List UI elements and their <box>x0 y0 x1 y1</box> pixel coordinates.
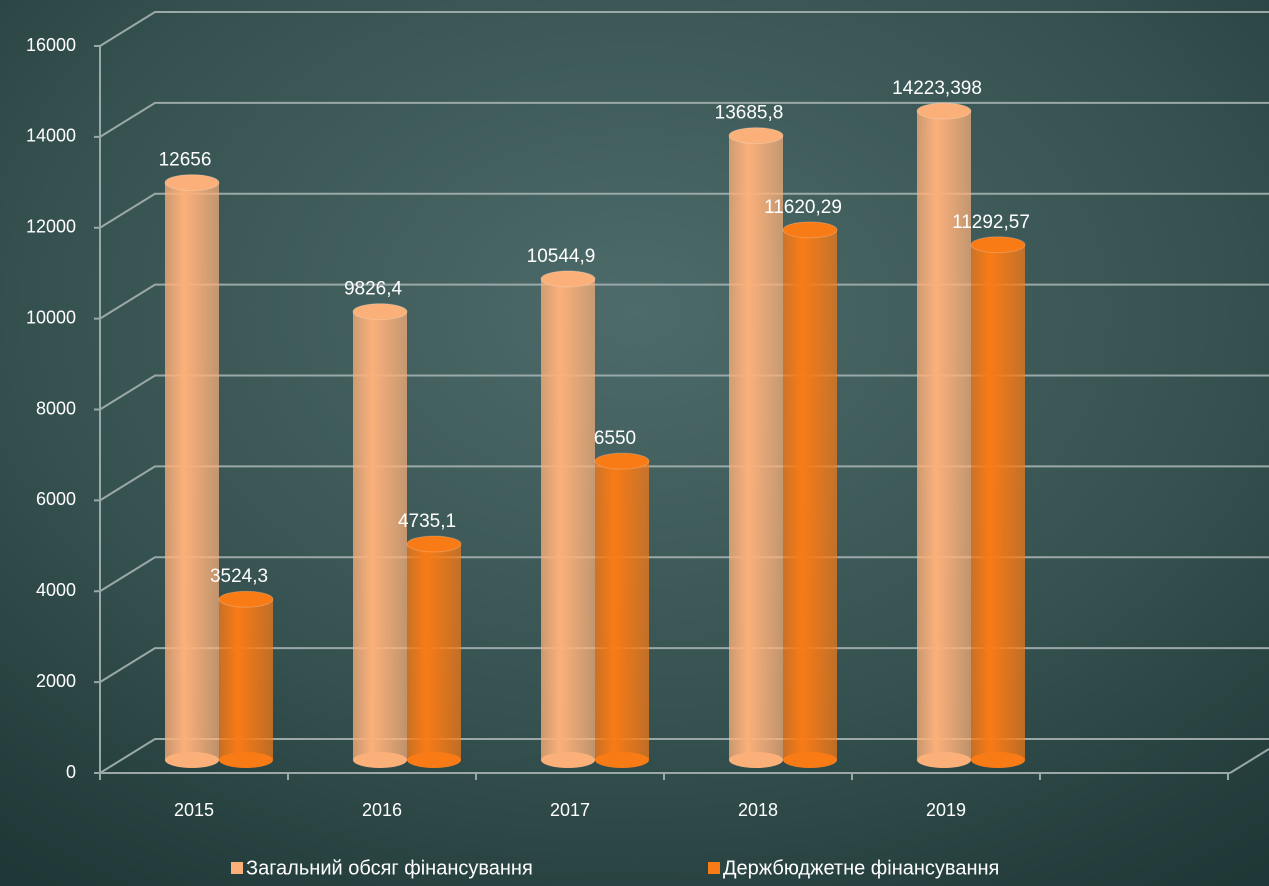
bar-top <box>782 221 838 239</box>
y-tick-label: 2000 <box>36 671 76 691</box>
bar-top <box>594 452 650 470</box>
value-label: 14223,398 <box>892 78 982 99</box>
grid-line <box>99 101 1269 138</box>
value-label: 11292,57 <box>952 212 1030 233</box>
y-tick-label: 12000 <box>26 217 76 237</box>
value-label: 13685,8 <box>715 103 784 124</box>
bar <box>783 229 837 760</box>
bar <box>165 182 219 760</box>
y-tick-label: 10000 <box>26 307 76 327</box>
bar <box>595 461 649 760</box>
legend-label: Держбюджетне фінансування <box>723 857 999 879</box>
y-tick-label: 4000 <box>36 580 76 600</box>
value-label: 6550 <box>594 428 636 449</box>
bar-top <box>164 174 220 192</box>
grid-line <box>99 465 1269 502</box>
y-tick-label: 6000 <box>36 489 76 509</box>
bar-top <box>406 535 462 553</box>
x-tick-label: 2015 <box>174 800 214 820</box>
bar <box>917 111 971 760</box>
bar-top <box>916 102 972 120</box>
bar <box>541 278 595 760</box>
x-tick-label: 2018 <box>738 800 778 820</box>
grid-line <box>99 738 1269 774</box>
bar-top <box>540 270 596 288</box>
value-label: 3524,3 <box>210 566 268 587</box>
x-tick-label: 2019 <box>926 800 966 820</box>
floor-edge <box>1229 748 1269 774</box>
x-tick-label: 2017 <box>550 800 590 820</box>
legend-swatch <box>231 862 243 874</box>
grid-line <box>99 283 1269 320</box>
bar <box>729 135 783 760</box>
legend-swatch <box>708 862 720 874</box>
value-label: 12656 <box>159 150 212 171</box>
value-label: 9826,4 <box>344 279 403 300</box>
bar <box>219 599 273 760</box>
y-tick-label: 8000 <box>36 398 76 418</box>
grid-line <box>99 647 1269 683</box>
bar-top <box>218 590 274 608</box>
grid-line <box>99 11 1269 47</box>
y-tick-label: 14000 <box>26 126 76 146</box>
grid-line <box>99 556 1269 593</box>
bar-top <box>970 236 1026 254</box>
bar <box>971 244 1025 760</box>
bar <box>353 311 407 760</box>
legend-label: Загальний обсяг фінансування <box>246 857 533 879</box>
value-label: 10544,9 <box>527 246 596 267</box>
value-label: 11620,29 <box>764 197 842 218</box>
y-tick-label: 0 <box>66 762 76 782</box>
x-tick-label: 2016 <box>362 800 402 820</box>
bar <box>407 543 461 760</box>
grid-line <box>99 374 1269 411</box>
y-tick-label: 16000 <box>26 35 76 55</box>
bar-top <box>352 303 408 321</box>
value-label: 4735,1 <box>398 511 456 532</box>
grid-line <box>99 192 1269 229</box>
bar-top <box>728 127 784 145</box>
